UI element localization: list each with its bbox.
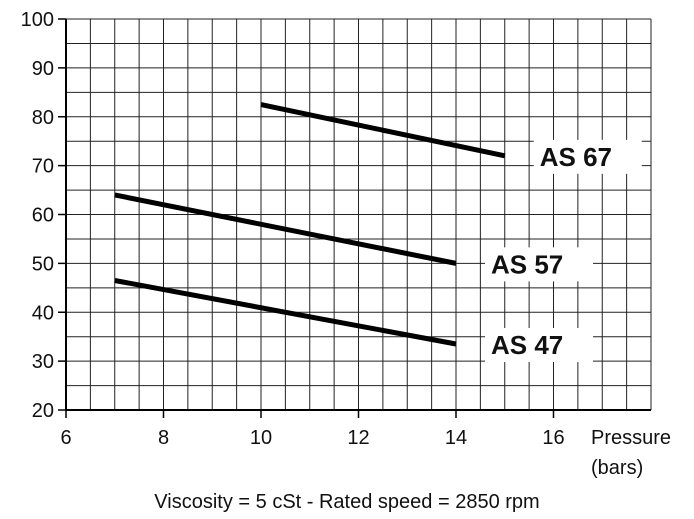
x-tick-label: 14 — [445, 427, 467, 449]
x-tick-label: 12 — [347, 427, 369, 449]
y-tick-label: 90 — [32, 58, 54, 80]
series-label: AS 47 — [491, 330, 563, 360]
series-labels: AS 67 AS 57 AS 47 — [485, 139, 642, 363]
y-tick-label: 60 — [32, 205, 54, 227]
y-tick-label: 20 — [32, 400, 54, 422]
series-line — [260, 102, 506, 159]
x-axis-label: Pressure — [591, 427, 671, 449]
x-axis-unit: (bars) — [591, 457, 643, 479]
series-label-background — [533, 139, 642, 174]
series-label-background — [485, 247, 593, 282]
series-line — [114, 278, 457, 347]
y-tick-label: 50 — [32, 253, 54, 275]
grid — [66, 18, 652, 410]
y-tick-label: 30 — [32, 351, 54, 373]
y-tick-label: 70 — [32, 156, 54, 178]
tick-labels: 20 30 40 50 60 70 80 90 100 6 8 10 12 14 16 — [21, 9, 565, 449]
x-tick-label: 6 — [60, 427, 71, 449]
y-tick-label: 40 — [32, 302, 54, 324]
series-line — [114, 192, 457, 266]
chart-caption: Viscosity = 5 cSt - Rated speed = 2850 r… — [154, 491, 539, 513]
series-label: AS 67 — [540, 142, 612, 172]
x-tick-label: 8 — [158, 427, 169, 449]
x-tick-label: 10 — [250, 427, 272, 449]
series-lines — [114, 102, 506, 347]
series-label-background — [485, 328, 593, 363]
x-tick-label: 16 — [542, 427, 564, 449]
y-tick-label: 80 — [32, 107, 54, 129]
y-tick-label: 100 — [21, 9, 54, 31]
series-label: AS 57 — [491, 249, 563, 279]
axes — [58, 18, 651, 418]
